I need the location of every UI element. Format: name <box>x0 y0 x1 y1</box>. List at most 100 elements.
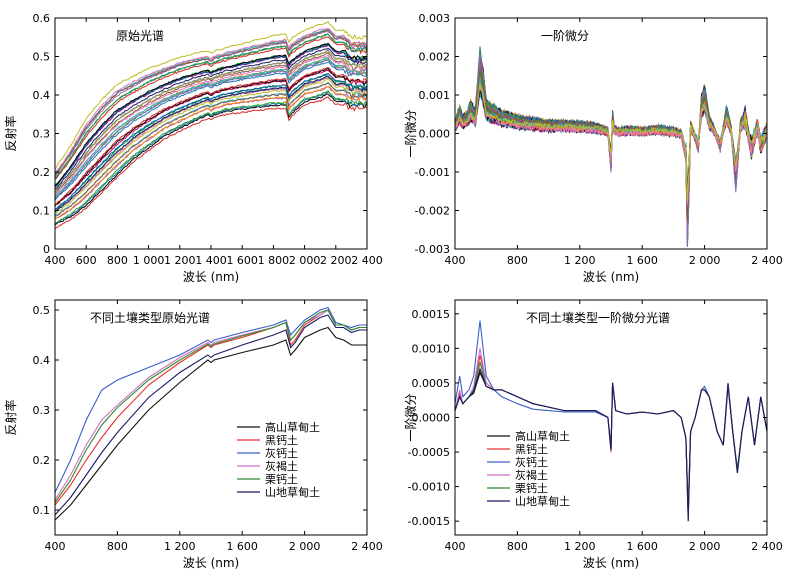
y-axis-label: 一阶微分 <box>404 109 418 157</box>
legend-label: 灰钙土 <box>265 446 298 460</box>
legend-label: 山地草甸土 <box>265 486 320 499</box>
spectrum-line <box>55 29 367 177</box>
spectrum-line <box>55 82 367 217</box>
x-tick-label: 800 <box>107 254 128 267</box>
y-tick-label: 0.0005 <box>412 377 451 390</box>
y-tick-label: 0.4 <box>33 89 51 102</box>
plot-area <box>455 320 767 522</box>
chart-panel-1: 400 600 800 1 000 1 200 1 400 1 600 1 800 2 000 2… <box>3 12 383 284</box>
x-tick-label: 2 400 <box>751 254 783 267</box>
spectrum-line <box>55 27 367 174</box>
series-line <box>55 309 367 501</box>
legend-label: 高山草甸土 <box>515 429 570 443</box>
y-axis-label: 反射率 <box>3 399 18 435</box>
y-tick-label: 0.0000 <box>412 412 451 425</box>
series-line <box>55 326 367 521</box>
y-tick-label: -0.002 <box>415 205 450 218</box>
y-tick-label: 0.3 <box>33 404 51 417</box>
series-line <box>55 309 367 503</box>
plot-area <box>55 306 367 521</box>
chart-panel-3: 400 800 1 200 1 600 2 000 2 400 0.1 0.2 0.3 0.4 0.… <box>3 299 383 570</box>
x-tick-label: 1 200 <box>564 254 596 267</box>
y-tick-label: 0.001 <box>419 89 451 102</box>
axes-frame <box>454 17 768 250</box>
series-line <box>55 314 367 516</box>
spectrum-line <box>55 42 367 188</box>
chart-panel-4: 400 800 1 200 1 600 2 000 2 400 -0.0015 -0.0010… <box>404 299 783 570</box>
legend-label: 黑钙土 <box>265 433 298 447</box>
plot-area <box>455 46 767 247</box>
spectrum-line <box>55 96 367 229</box>
y-tick-label: 0 <box>43 243 50 256</box>
legend-label: 山地草甸土 <box>515 495 570 508</box>
x-tick-label: 800 <box>507 540 528 553</box>
spectrum-line <box>55 89 367 224</box>
y-tick-label: 0.002 <box>419 51 451 64</box>
y-tick-label: -0.0005 <box>408 446 450 459</box>
x-tick-label: 1 200 <box>564 540 596 553</box>
chart-title: 原始光谱 <box>116 29 164 43</box>
spectrum-line <box>55 93 367 226</box>
x-tick-label: 1 200 <box>164 540 196 553</box>
x-tick-label: 2 000 <box>289 540 321 553</box>
y-tick-label: 0.5 <box>33 304 51 317</box>
spectrum-line <box>55 73 367 211</box>
y-tick-label: -0.003 <box>415 243 450 256</box>
y-tick-label: -0.0010 <box>408 481 450 494</box>
x-tick-label: 1 400 <box>195 254 227 267</box>
y-tick-label: 0.2 <box>33 454 51 467</box>
x-tick-label: 2 400 <box>351 254 383 267</box>
spectrum-line <box>55 52 367 193</box>
legend-label: 灰褐土 <box>265 459 298 473</box>
x-tick-label: 1 600 <box>226 540 258 553</box>
y-tick-label: -0.001 <box>415 166 450 179</box>
legend-label: 灰褐土 <box>515 468 548 482</box>
spectrum-line <box>55 61 367 201</box>
y-tick-label: 0.3 <box>33 128 51 141</box>
y-axis-label: 一阶微分 <box>404 393 418 441</box>
chart-title: 不同土壤类型一阶微分光谱 <box>526 310 670 325</box>
spectrum-line <box>55 59 367 199</box>
y-tick-label: 0.000 <box>419 128 451 141</box>
y-tick-label: 0.6 <box>33 12 51 25</box>
spectrum-line <box>55 30 367 176</box>
x-axis-label: 波长 (nm) <box>183 270 239 284</box>
spectrum-line <box>55 67 367 206</box>
x-tick-label: 2 000 <box>689 254 721 267</box>
x-tick-label: 400 <box>45 254 66 267</box>
y-tick-label: 0.4 <box>33 354 51 367</box>
x-tick-label: 2 400 <box>751 540 783 553</box>
x-axis-label: 波长 (nm) <box>583 556 639 570</box>
x-tick-label: 400 <box>445 254 466 267</box>
derivative-line <box>455 83 767 202</box>
x-tick-label: 2 200 <box>320 254 352 267</box>
y-tick-label: 0.1 <box>33 504 51 517</box>
x-tick-label: 1 000 <box>133 254 165 267</box>
spectrum-line <box>55 75 367 213</box>
x-tick-label: 400 <box>45 540 66 553</box>
x-axis-label: 波长 (nm) <box>583 270 639 284</box>
plot-area <box>55 20 367 229</box>
spectrum-line <box>55 33 367 179</box>
x-tick-label: 800 <box>107 540 128 553</box>
x-tick-label: 1 600 <box>226 254 258 267</box>
y-tick-label: 0.2 <box>33 166 51 179</box>
x-tick-label: 2 000 <box>289 254 321 267</box>
series-line <box>55 306 367 493</box>
legend-label: 黑钙土 <box>515 442 548 456</box>
series-line <box>455 320 767 508</box>
chart-title: 一阶微分 <box>541 29 589 43</box>
spectrum-line <box>55 67 367 207</box>
spectrum-line <box>55 47 367 190</box>
chart-panel-2: 400 800 1 200 1 600 2 000 2 400 -0.003 -0.002 -0… <box>404 12 783 284</box>
spectrum-line <box>55 44 367 188</box>
spectrum-line <box>55 54 367 196</box>
spectrum-line <box>55 49 367 192</box>
y-axis-label: 反射率 <box>3 115 18 151</box>
legend-label: 高山草甸土 <box>265 420 320 434</box>
y-tick-label: 0.0010 <box>412 342 451 355</box>
x-tick-label: 1 600 <box>626 254 658 267</box>
y-tick-label: 0.5 <box>33 51 51 64</box>
x-tick-label: 600 <box>76 254 97 267</box>
